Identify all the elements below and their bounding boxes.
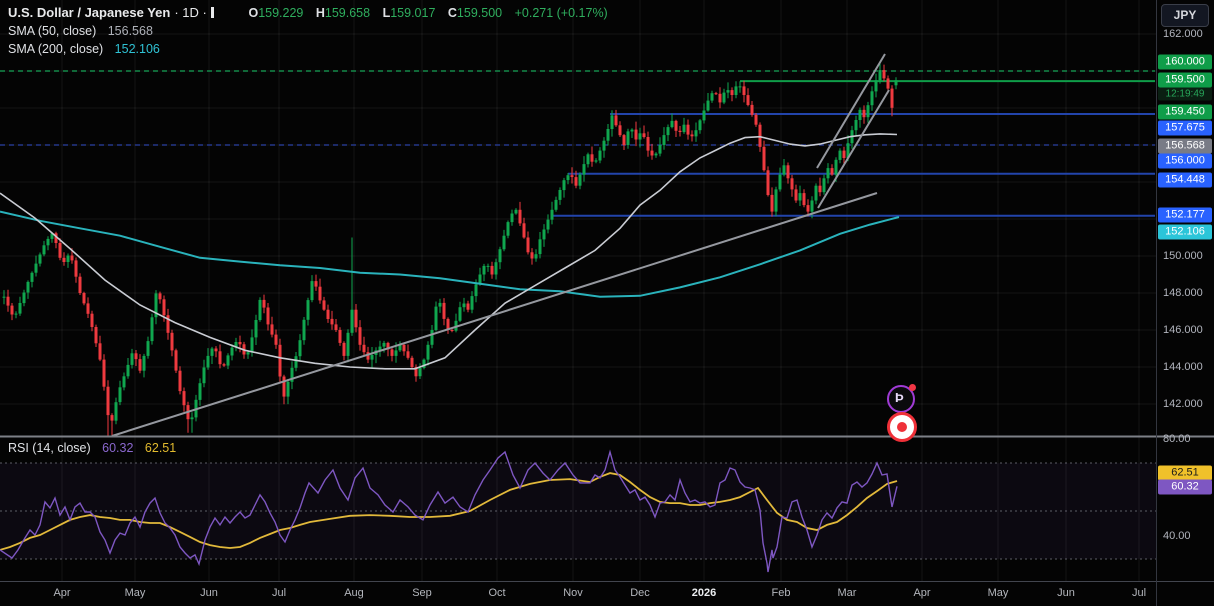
axis-price-label: 156.000 [1158,153,1212,169]
time-axis-month-label: Dec [630,587,650,599]
time-axis-month-label: 2026 [691,587,717,599]
axis-price-label: 62.51 [1158,465,1212,481]
sma50-label: SMA (50, close) [8,24,97,38]
rsi-ma-line [0,472,898,551]
time-axis-month-label: May [124,587,146,599]
time-axis-month-label: Mar [837,587,857,599]
rsi-label: RSI (14, close) [8,441,91,455]
candle-wicks-up [3,62,897,433]
channel-lower-line [817,89,890,209]
low-value: 159.017 [390,6,436,20]
high-label: H [315,6,325,20]
ohlc-readout: O159.229 H159.658 L159.017 C159.500 +0.2… [239,6,607,20]
axis-price-label: 156.568 [1158,138,1212,154]
time-axis-month-label: Jul [1131,587,1147,599]
record-dot-icon [897,422,907,432]
sma200-value: 152.106 [114,42,160,56]
axis-price-label: 159.500 12:19:49 [1158,72,1212,101]
rsi-line [0,449,898,573]
axis-tick: 142.000 [1163,398,1203,410]
time-axis-month-label: Apr [913,587,931,599]
sma200-line [0,210,900,298]
rsi-legend[interactable]: RSI (14, close) 60.32 62.51 [8,440,176,456]
sma200-row[interactable]: SMA (200, close) 152.106 [8,40,608,58]
sma200-label: SMA (200, close) [8,42,104,56]
axis-tick: 80.00 [1163,433,1191,445]
time-axis-month-label: Jun [200,587,218,599]
sma50-value: 156.568 [107,24,153,38]
time-axis-month-label: Nov [563,587,583,599]
axis-price-label: 152.177 [1158,207,1212,223]
high-value: 159.658 [324,6,371,20]
symbol-row[interactable]: U.S. Dollar / Japanese Yen · 1D · O159.22… [8,4,608,22]
axis-price-label: 152.106 [1158,224,1212,240]
axis-price-label: 60.32 [1158,479,1212,495]
axis-price-label: 157.675 [1158,120,1212,136]
low-label: L [382,6,391,20]
axis-price-label: 160.000 [1158,54,1212,70]
quick-actions-button[interactable]: Ϸ [887,384,916,413]
chart-legend: U.S. Dollar / Japanese Yen · 1D · O159.22… [8,4,608,58]
exchange-logo-partial [210,7,214,18]
symbol-title: U.S. Dollar / Japanese Yen [8,5,171,20]
close-value: 159.500 [456,6,503,20]
axis-tick: 148.000 [1163,287,1203,299]
time-axis-month-label: Feb [771,587,791,599]
time-axis-month-label: Aug [344,587,364,599]
sma50-line [0,133,898,370]
axis-tick: 146.000 [1163,324,1203,336]
price-axis[interactable]: 162.000 150.000 148.000 146.000 144.000 142.0… [1156,0,1214,606]
timeframe: · 1D · [174,5,207,20]
time-axis-month-label: May [987,587,1009,599]
close-label: C [447,6,457,20]
change-value: +0.271 (+0.17%) [514,6,608,20]
axis-tick: 150.000 [1163,250,1203,262]
time-axis-month-label: Oct [488,587,506,599]
rsi-value: 60.32 [102,441,134,455]
record-button[interactable] [887,412,917,442]
notification-dot [909,384,916,391]
axis-price-label: 159.450 [1158,104,1212,120]
time-axis-month-label: Jul [271,587,287,599]
time-axis-month-label: Sep [412,587,432,599]
currency-toggle-button[interactable]: JPY [1161,4,1209,27]
open-value: 159.229 [258,6,304,20]
channel-upper-line [816,53,886,169]
countdown-timer: 12:19:49 [1158,87,1212,101]
candle-wicks-down [7,64,893,438]
rsi-band [0,463,1156,559]
time-axis-month-label: Apr [53,587,71,599]
open-label: O [248,6,259,20]
axis-price-label: 154.448 [1158,172,1212,188]
rsi-ma-value: 62.51 [144,441,177,455]
axis-tick: 144.000 [1163,361,1203,373]
long-uptrend-line [111,192,878,437]
axis-tick: 40.00 [1163,530,1191,542]
sma50-row[interactable]: SMA (50, close) 156.568 [8,22,608,40]
time-axis-month-label: Jun [1057,587,1075,599]
time-axis[interactable]: Apr May Jun Jul Aug Sep Oct Nov Dec 2026 Feb Mar Apr… [0,582,1156,606]
lightning-icon: Ϸ [895,390,904,405]
axis-tick: 162.000 [1163,28,1203,40]
